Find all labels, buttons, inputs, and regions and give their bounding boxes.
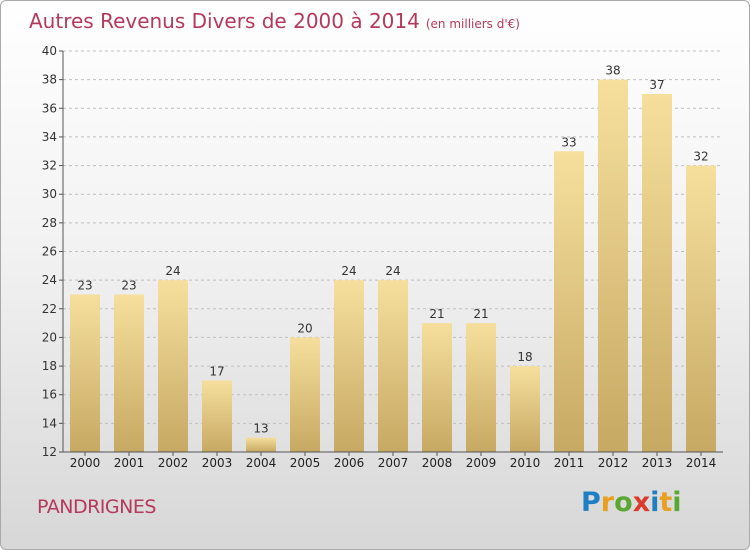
proxiti-logo: Proxiti bbox=[581, 487, 682, 518]
bar bbox=[202, 380, 232, 452]
data-label: 37 bbox=[649, 78, 664, 92]
chart-title-text: Autres Revenus Divers de 2000 à 2014 bbox=[29, 9, 420, 33]
data-label: 38 bbox=[605, 64, 620, 78]
y-tick-label: 24 bbox=[42, 273, 57, 287]
x-tick-label: 2010 bbox=[510, 456, 541, 470]
y-tick-label: 14 bbox=[42, 416, 57, 430]
x-tick-label: 2012 bbox=[598, 456, 629, 470]
x-tick-label: 2011 bbox=[554, 456, 585, 470]
data-label: 32 bbox=[693, 150, 708, 164]
x-tick-label: 2014 bbox=[686, 456, 717, 470]
bar bbox=[598, 79, 628, 453]
y-tick-label: 28 bbox=[42, 216, 57, 230]
x-tick-label: 2001 bbox=[114, 456, 145, 470]
y-tick-label: 40 bbox=[42, 44, 57, 58]
axes: 12 14 16 18 20 22 24 26 28 30 32 34 36 38 40 2000 2001 20… bbox=[42, 44, 723, 470]
x-tick-label: 2000 bbox=[70, 456, 101, 470]
y-tick-label: 34 bbox=[42, 130, 57, 144]
bar bbox=[70, 294, 100, 452]
x-tick-label: 2004 bbox=[246, 456, 277, 470]
data-label: 17 bbox=[209, 364, 224, 378]
x-tick-label: 2005 bbox=[290, 456, 321, 470]
bar bbox=[290, 337, 320, 452]
y-tick-label: 30 bbox=[42, 187, 57, 201]
y-tick-label: 38 bbox=[42, 73, 57, 87]
bar bbox=[422, 323, 452, 452]
data-label: 24 bbox=[385, 264, 400, 278]
y-tick-label: 12 bbox=[42, 445, 57, 459]
bars: 23 23 24 17 13 20 24 24 21 21 18 33 38 37 32 bbox=[70, 64, 716, 453]
x-tick-label: 2002 bbox=[158, 456, 189, 470]
x-tick-label: 2008 bbox=[422, 456, 453, 470]
x-tick-label: 2009 bbox=[466, 456, 497, 470]
chart-unit-note: (en milliers d'€) bbox=[425, 17, 520, 31]
chart-title: Autres Revenus Divers de 2000 à 2014 (en … bbox=[29, 9, 520, 33]
bar bbox=[158, 280, 188, 452]
data-label: 33 bbox=[561, 135, 576, 149]
x-tick-label: 2013 bbox=[642, 456, 673, 470]
bar bbox=[246, 437, 276, 452]
data-label: 23 bbox=[77, 278, 92, 292]
data-label: 24 bbox=[341, 264, 356, 278]
y-tick-label: 22 bbox=[42, 302, 57, 316]
bar bbox=[510, 366, 540, 452]
data-label: 21 bbox=[429, 307, 444, 321]
bar bbox=[686, 165, 716, 453]
bar bbox=[642, 93, 672, 452]
y-tick-label: 18 bbox=[42, 359, 57, 373]
location-name: PANDRIGNES bbox=[37, 496, 156, 518]
data-label: 20 bbox=[297, 321, 312, 335]
bar bbox=[554, 151, 584, 452]
bar bbox=[114, 294, 144, 452]
data-label: 18 bbox=[517, 350, 532, 364]
x-tick-label: 2003 bbox=[202, 456, 233, 470]
x-tick-label: 2006 bbox=[334, 456, 365, 470]
data-label: 23 bbox=[121, 278, 136, 292]
bar bbox=[334, 280, 364, 452]
bar bbox=[378, 280, 408, 452]
y-tick-label: 16 bbox=[42, 388, 57, 402]
x-tick-label: 2007 bbox=[378, 456, 409, 470]
data-label: 24 bbox=[165, 264, 180, 278]
y-tick-label: 26 bbox=[42, 245, 57, 259]
bar bbox=[466, 323, 496, 452]
y-tick-label: 36 bbox=[42, 101, 57, 115]
data-label: 13 bbox=[253, 422, 268, 436]
y-tick-label: 20 bbox=[42, 330, 57, 344]
data-label: 21 bbox=[473, 307, 488, 321]
y-tick-label: 32 bbox=[42, 159, 57, 173]
